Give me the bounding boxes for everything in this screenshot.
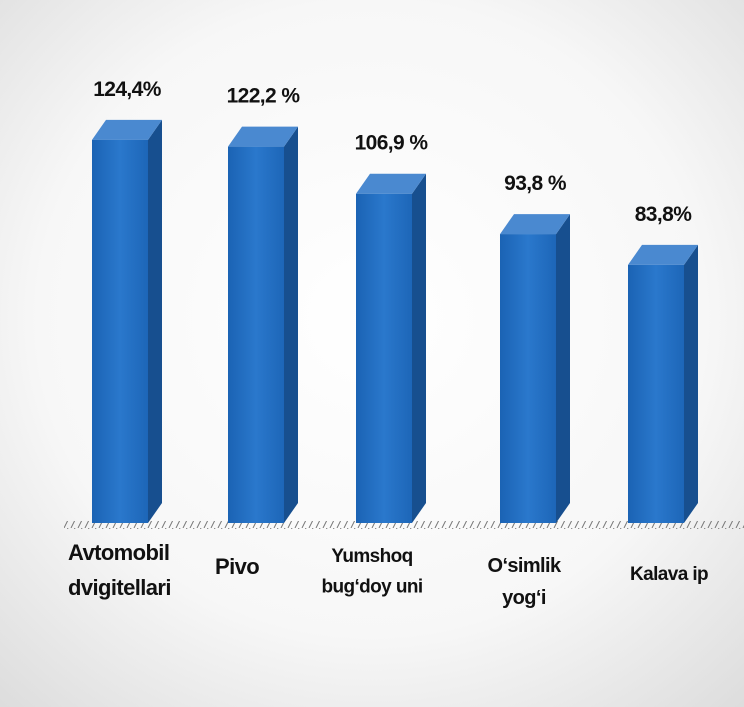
bar — [356, 173, 426, 524]
bar — [228, 126, 298, 524]
bar-top — [92, 119, 162, 140]
category-label: Pivo — [215, 554, 259, 579]
value-label: 106,9 % — [355, 132, 429, 155]
bar-side — [556, 214, 570, 523]
value-label: 122,2 % — [227, 85, 301, 108]
bar-top — [228, 126, 298, 147]
bar-top — [628, 244, 698, 265]
bar-top — [500, 214, 570, 235]
bar-side — [412, 173, 426, 524]
bar-front — [228, 146, 284, 523]
bar-front — [92, 139, 148, 523]
baseline — [64, 521, 744, 529]
bar-front — [628, 264, 684, 523]
bar — [628, 244, 698, 523]
bar-front — [500, 234, 556, 523]
bar-side — [284, 126, 298, 524]
bar — [92, 119, 162, 524]
bar-side — [148, 119, 162, 524]
bar-side — [684, 244, 698, 523]
bar-top — [356, 173, 426, 194]
bar — [500, 214, 570, 523]
value-label: 83,8% — [635, 203, 692, 226]
category-label: O‘simlik yog‘i — [487, 555, 561, 609]
category-label: Avtomobil dvigitellari — [68, 540, 171, 600]
value-label: 124,4% — [93, 78, 162, 101]
bar-front — [356, 193, 412, 524]
category-label: Yumshoq bug‘doy uni — [321, 546, 422, 597]
value-label: 93,8 % — [504, 172, 567, 195]
category-label: Kalava ip — [630, 564, 708, 585]
